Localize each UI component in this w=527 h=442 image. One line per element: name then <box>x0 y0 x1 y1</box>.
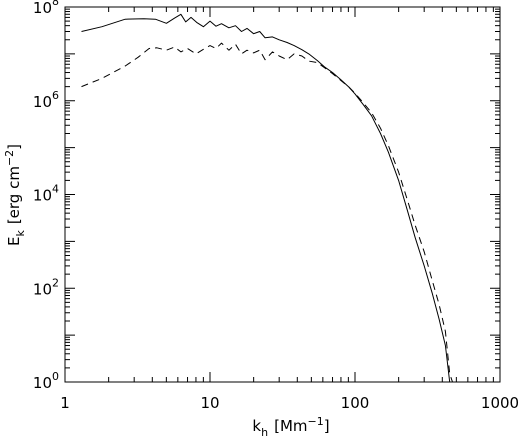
y-tick-label: 100 <box>33 370 59 392</box>
x-tick-label: 10 <box>200 394 219 412</box>
y-tick-label: 102 <box>33 276 59 298</box>
y-tick-label-exp: 4 <box>52 183 59 196</box>
x-tick-label: 1000 <box>481 394 519 412</box>
series-solid-line <box>81 13 451 383</box>
y-tick-label: 106 <box>33 89 59 111</box>
y-axis-label-rest: [erg cm <box>5 166 23 224</box>
x-axis-label-sub: h <box>261 426 268 439</box>
y-tick-label-base: 10 <box>33 280 52 298</box>
y-tick-label-exp: 0 <box>52 370 59 383</box>
x-axis-label-main: k <box>252 417 261 435</box>
y-tick-label-exp: 2 <box>52 276 59 289</box>
x-tick-label: 100 <box>341 394 370 412</box>
y-tick-label-base: 10 <box>33 374 52 392</box>
y-tick-label-base: 10 <box>33 187 52 205</box>
y-axis-label-close: ] <box>5 144 23 150</box>
y-tick-label-base: 10 <box>33 93 52 111</box>
y-tick-label: 104 <box>33 183 59 205</box>
y-axis-label: Ek [erg cm−2] <box>3 144 27 246</box>
y-axis-label-sub: k <box>14 230 27 237</box>
x-axis-label-rest: [Mm <box>274 417 307 435</box>
y-axis-label-sup: −2 <box>3 150 16 166</box>
y-tick-label: 108 <box>33 0 59 17</box>
y-tick-label-base: 10 <box>33 0 52 17</box>
x-axis-label-sup: −1 <box>308 415 324 428</box>
plot-frame <box>64 6 501 383</box>
x-tick-label: 1 <box>60 394 70 412</box>
x-axis-label: kh [Mm−1] <box>252 415 329 439</box>
y-axis-label-main: E <box>5 237 23 246</box>
series-dashed-line <box>81 42 453 383</box>
y-tick-label-exp: 6 <box>52 89 59 102</box>
x-axis-label-close: ] <box>324 417 330 435</box>
y-tick-label-exp: 8 <box>52 0 59 8</box>
